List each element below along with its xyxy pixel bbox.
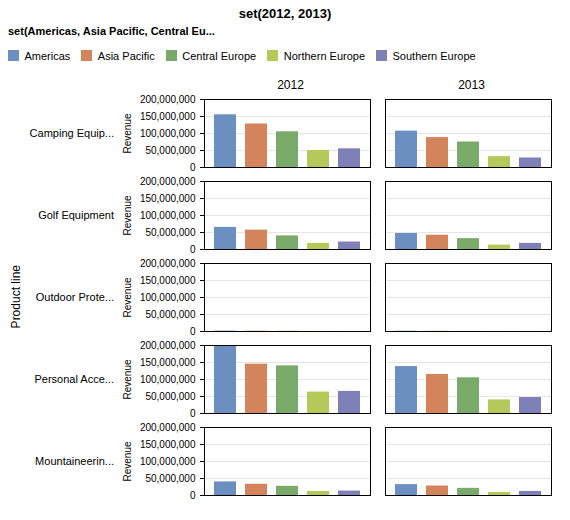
svg-text:0: 0 [190,407,196,418]
svg-text:0: 0 [190,325,196,336]
svg-text:Revenue: Revenue [122,277,133,317]
html-text:Southern Europe: Southern Europe [392,49,476,62]
svg-text:150,000,000: 150,000,000 [140,110,196,121]
svg-text:100,000,000: 100,000,000 [140,455,196,466]
svg-text:0: 0 [190,489,196,500]
svg-text:Revenue: Revenue [122,195,133,235]
html-text:Personal Acce...: Personal Acce... [34,372,114,385]
svg-text:200,000,000: 200,000,000 [140,339,196,350]
html-text:set(2012, 2013): set(2012, 2013) [238,6,332,21]
svg-text:150,000,000: 150,000,000 [140,192,196,203]
svg-text:100,000,000: 100,000,000 [140,291,196,302]
svg-text:Revenue: Revenue [122,441,133,481]
html-text:Product line: Product line [9,264,23,329]
html-text:2013: 2013 [458,77,485,92]
svg-text:100,000,000: 100,000,000 [140,209,196,220]
svg-text:Revenue: Revenue [122,359,133,399]
svg-text:0: 0 [190,161,196,172]
html-text:Asia Pacific: Asia Pacific [97,49,155,62]
html-text:Outdoor Prote...: Outdoor Prote... [35,290,114,303]
html-text:2012: 2012 [277,77,304,92]
svg-text:200,000,000: 200,000,000 [140,93,196,104]
svg-text:150,000,000: 150,000,000 [140,274,196,285]
html-text:Camping Equip...: Camping Equip... [29,126,114,139]
svg-text:50,000,000: 50,000,000 [145,144,195,155]
svg-text:0: 0 [190,243,196,254]
svg-text:Revenue: Revenue [122,113,133,153]
svg-text:150,000,000: 150,000,000 [140,356,196,367]
html-text:Americas: Americas [24,49,71,62]
svg-text:150,000,000: 150,000,000 [140,438,196,449]
svg-text:50,000,000: 50,000,000 [145,390,195,401]
html-text:Golf Equipment: Golf Equipment [38,208,114,221]
svg-text:50,000,000: 50,000,000 [145,472,195,483]
html-text:set(Americas, Asia Pacific, Ce: set(Americas, Asia Pacific, Central Eu..… [8,25,215,37]
html-text:Northern Europe: Northern Europe [283,49,365,62]
svg-text:100,000,000: 100,000,000 [140,373,196,384]
svg-text:50,000,000: 50,000,000 [145,226,195,237]
svg-text:200,000,000: 200,000,000 [140,175,196,186]
html-text:Mountaineerin...: Mountaineerin... [35,454,114,467]
svg-text:200,000,000: 200,000,000 [140,257,196,268]
svg-text:50,000,000: 50,000,000 [145,308,195,319]
svg-text:200,000,000: 200,000,000 [140,421,196,432]
svg-text:100,000,000: 100,000,000 [140,127,196,138]
html-text:Central Europe: Central Europe [182,49,257,62]
